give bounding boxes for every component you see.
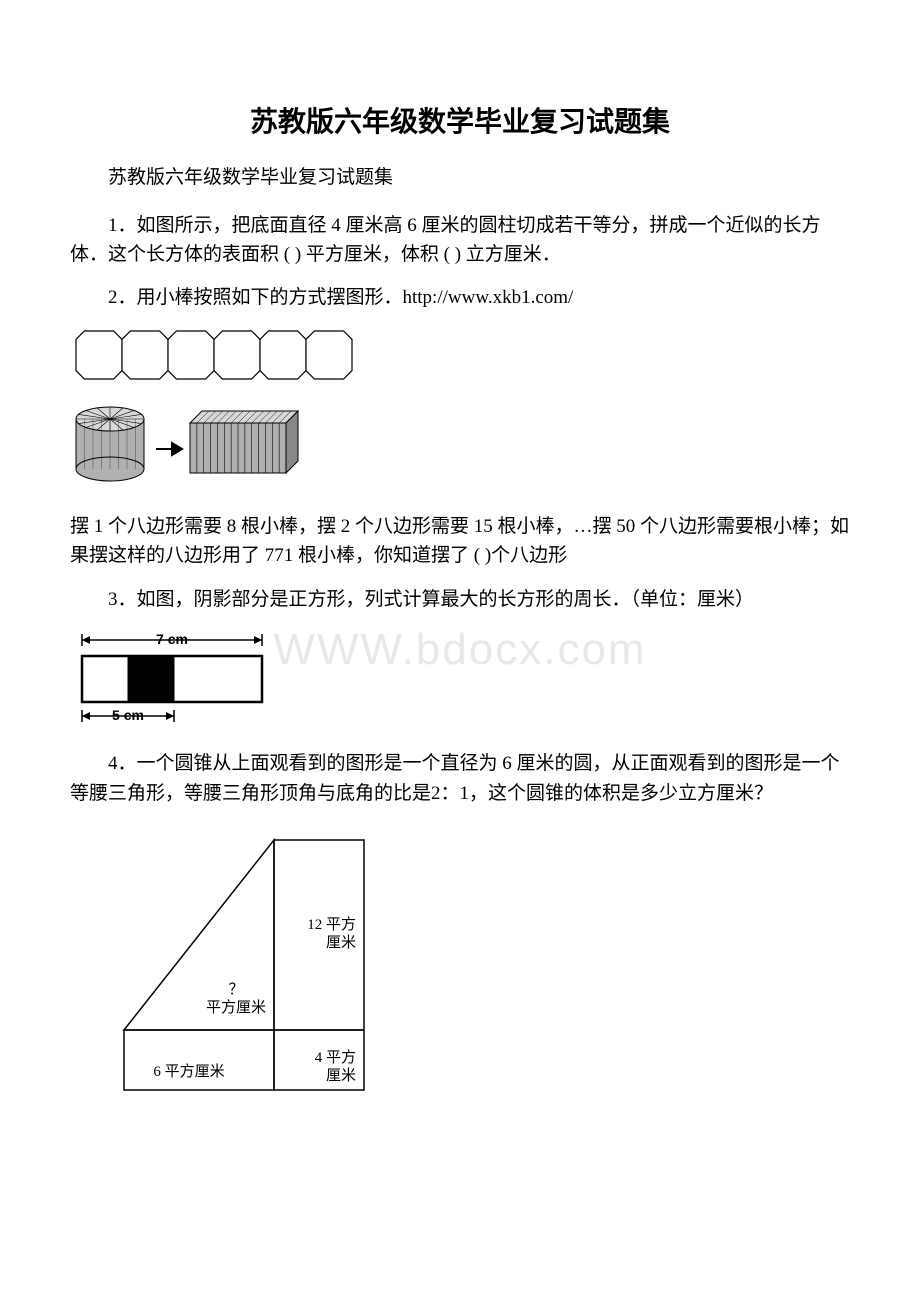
figure-cylinder-to-cuboid bbox=[70, 399, 850, 494]
problem-2: 2．用小棒按照如下的方式摆图形．http://www.xkb1.com/ bbox=[70, 283, 850, 312]
svg-text:厘米: 厘米 bbox=[326, 1067, 356, 1084]
page-subtitle: 苏教版六年级数学毕业复习试题集 bbox=[70, 164, 850, 193]
problem-1: 1．如图所示，把底面直径 4 厘米高 6 厘米的圆柱切成若干等分，拼成一个近似的… bbox=[70, 211, 850, 270]
svg-text:12 平方: 12 平方 bbox=[307, 916, 356, 933]
figure-rectangle: 7 cm 5 cm bbox=[70, 628, 850, 733]
figure-composite: ？平方厘米12 平方厘米6 平方厘米4 平方厘米 bbox=[110, 828, 850, 1113]
svg-text:平方厘米: 平方厘米 bbox=[206, 999, 266, 1016]
page-title: 苏教版六年级数学毕业复习试题集 bbox=[70, 100, 850, 140]
svg-text:6 平方厘米: 6 平方厘米 bbox=[153, 1063, 224, 1080]
svg-text:？: ？ bbox=[228, 982, 243, 998]
svg-text:4 平方: 4 平方 bbox=[315, 1049, 356, 1066]
problem-3: 3．如图，阴影部分是正方形，列式计算最大的长方形的周长．（单位：厘米） bbox=[70, 585, 850, 614]
figure-octagons bbox=[70, 327, 850, 389]
svg-text:5 cm: 5 cm bbox=[112, 707, 144, 723]
svg-text:厘米: 厘米 bbox=[326, 934, 356, 951]
problem-4: 4．一个圆锥从上面观看到的图形是一个直径为 6 厘米的圆，从正面观看到的图形是一… bbox=[70, 749, 850, 808]
problem-2b: 摆 1 个八边形需要 8 根小棒，摆 2 个八边形需要 15 根小棒，…摆 50… bbox=[70, 512, 850, 571]
svg-text:7 cm: 7 cm bbox=[156, 631, 188, 647]
